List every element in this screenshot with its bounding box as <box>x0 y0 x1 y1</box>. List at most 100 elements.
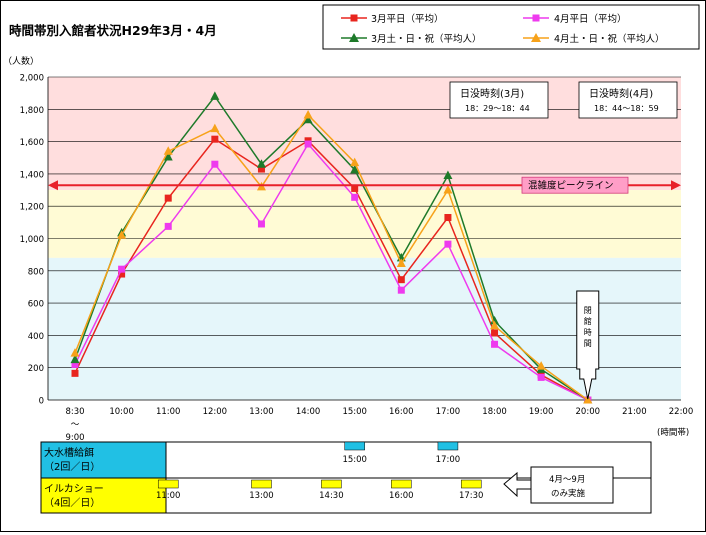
legend-item-april-weekday: 4月平日（平均） <box>523 13 627 25</box>
data-point <box>303 109 313 119</box>
data-point <box>491 329 499 337</box>
y-tick-label: 0 <box>39 397 44 407</box>
data-point <box>257 220 265 228</box>
data-point <box>537 373 545 381</box>
x-tick-label: 20:00 <box>576 407 601 417</box>
x-tick-label: 8:30 <box>65 407 84 417</box>
data-point <box>351 193 359 201</box>
sea-lion-time-marker <box>437 441 459 451</box>
closing-time-char: 館 <box>584 316 592 326</box>
y-tick-label: 800 <box>28 267 44 277</box>
dolphin-label-1: イルカショー <box>44 483 104 495</box>
sunset-april-range: 18：44～18：59 <box>594 104 659 113</box>
series-line-0 <box>74 138 589 401</box>
closing-time-char: 間 <box>584 339 592 348</box>
series-line-2 <box>74 95 589 401</box>
series-line-3 <box>74 113 589 401</box>
data-point <box>444 214 452 222</box>
y-tick-label: 1,200 <box>20 203 44 213</box>
legend-label-april-holiday: 4月土・日・祝（平均人） <box>554 33 665 45</box>
data-point <box>583 395 593 404</box>
sea-lion-label-2: （2回／日） <box>44 461 100 473</box>
dolphin-time-marker <box>391 479 412 489</box>
data-point <box>71 369 79 377</box>
sea-lion-label-1: 大水槽給餌 <box>44 446 94 459</box>
x-tick-label: 17:00 <box>436 407 461 417</box>
closing-time-char: 閉 <box>584 306 592 315</box>
data-point <box>303 114 313 124</box>
dolphin-note-line1: 4月～9月 <box>549 475 585 485</box>
y-tick-label: 2,000 <box>20 74 44 84</box>
dolphin-time-marker <box>157 479 179 489</box>
peak-line-group: 混雑度ピークライン <box>48 176 681 194</box>
y-tick-label: 200 <box>28 364 44 374</box>
x-tick-labels: 8:30 ～ 9:00 10:00 11:00 12:00 13:00 14:00 15:00 1… <box>65 407 693 443</box>
data-point <box>257 165 265 173</box>
dolphin-time: 13:00 <box>249 491 274 501</box>
x-tick-label: 16:00 <box>389 407 414 417</box>
x-tick-label: 13:00 <box>249 407 274 417</box>
zone-2 <box>48 257 681 400</box>
series-lines <box>70 91 593 404</box>
data-point <box>210 123 220 133</box>
x-tick-label: 14:00 <box>296 407 321 417</box>
y-tick-label: 1,800 <box>20 106 44 116</box>
data-point <box>443 170 453 180</box>
legend-label-march-weekday: 3月平日（平均） <box>371 13 444 25</box>
data-point <box>536 361 546 370</box>
data-point <box>396 258 406 268</box>
data-point <box>256 159 266 168</box>
dolphin-label-2: （4回／日） <box>44 497 100 509</box>
y-tick-label: 1,000 <box>20 235 44 245</box>
legend-item-april-holiday: 4月土・日・祝（平均人） <box>523 33 665 45</box>
dolphin-time-marker <box>251 479 272 489</box>
y-tick-label: 600 <box>28 300 44 310</box>
sea-lion-time-marker <box>344 441 365 451</box>
x-tick-label: 22:00 <box>669 407 694 417</box>
x-tick-label: ～ <box>71 420 80 430</box>
data-point <box>118 270 126 278</box>
y-tick-label: 1,400 <box>20 170 44 180</box>
y-tick-label: 400 <box>28 332 44 342</box>
data-point <box>70 348 80 357</box>
sea-lion-time: 17:00 <box>436 455 461 465</box>
data-point <box>444 240 452 248</box>
y-tick-labels: 0 200 400 600 800 1,000 1,200 1,400 1,600 1,800 2,… <box>20 74 44 407</box>
sunset-march-range: 18：29～18：44 <box>465 104 530 113</box>
x-tick-label: 12:00 <box>203 407 228 417</box>
peak-line-right-arrowhead <box>671 180 681 191</box>
data-point <box>163 146 173 155</box>
data-point <box>443 185 453 194</box>
x-tick-label: 21:00 <box>622 407 647 417</box>
data-point <box>164 222 172 230</box>
data-point <box>71 360 79 368</box>
data-point <box>118 265 126 273</box>
data-point <box>211 160 219 168</box>
y-tick-label: 1,600 <box>20 138 44 148</box>
x-tick-label: 11:00 <box>156 407 181 417</box>
sunset-april-title: 日没時刻(4月) <box>589 87 653 100</box>
legend-label-march-holiday: 3月土・日・祝（平均人） <box>371 33 482 45</box>
background-zones <box>48 77 681 400</box>
legend: 3月平日（平均） 4月平日（平均） 3月土・日・祝（平均人） 4月土・日・祝（平… <box>322 4 700 50</box>
data-point <box>350 157 360 167</box>
x-tick-label: 19:00 <box>529 407 554 417</box>
data-point <box>164 194 172 202</box>
data-point <box>350 164 360 174</box>
data-point <box>304 140 312 148</box>
sunset-march-title: 日没時刻(3月) <box>460 87 524 100</box>
data-point <box>117 230 127 239</box>
dolphin-time: 17:30 <box>459 491 484 501</box>
x-tick-label: 15:00 <box>342 407 367 417</box>
data-point <box>491 340 499 348</box>
data-point <box>211 135 219 143</box>
legend-label-april-weekday: 4月平日（平均） <box>554 13 627 25</box>
sea-lion-schedule: 15:00 17:00 <box>342 441 461 465</box>
dolphin-time: 16:00 <box>389 491 414 501</box>
dolphin-time: 11:00 <box>156 491 181 501</box>
chart-title: 時間帯別入館者状況H29年3月・4月 <box>9 23 217 38</box>
sunset-march-box: 日没時刻(3月) 18：29～18：44 <box>449 81 549 119</box>
zone-0 <box>48 77 681 191</box>
